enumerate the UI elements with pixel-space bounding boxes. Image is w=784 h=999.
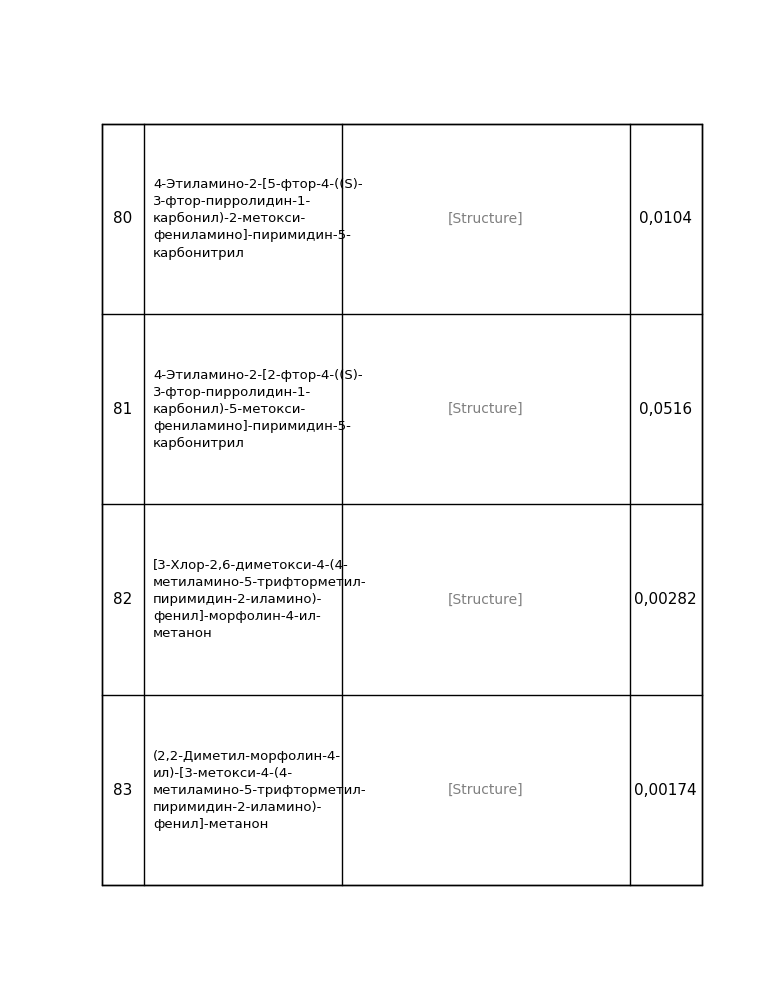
Text: 4-Этиламино-2-[5-фтор-4-((S)-
3-фтор-пирролидин-1-
карбонил)-2-метокси-
фенилами: 4-Этиламино-2-[5-фтор-4-((S)- 3-фтор-пир… <box>153 178 363 260</box>
Text: 81: 81 <box>113 402 132 417</box>
Text: 83: 83 <box>113 782 132 797</box>
Text: 0,00282: 0,00282 <box>634 592 697 607</box>
Text: [Structure]: [Structure] <box>448 783 524 797</box>
Text: [Structure]: [Structure] <box>448 212 524 226</box>
Text: 82: 82 <box>113 592 132 607</box>
Text: [Structure]: [Structure] <box>448 403 524 417</box>
Text: [Structure]: [Structure] <box>448 592 524 606</box>
Text: 0,0516: 0,0516 <box>639 402 692 417</box>
Text: 0,00174: 0,00174 <box>634 782 697 797</box>
Text: 80: 80 <box>113 212 132 227</box>
Text: (2,2-Диметил-морфолин-4-
ил)-[3-метокси-4-(4-
метиламино-5-трифторметил-
пиримид: (2,2-Диметил-морфолин-4- ил)-[3-метокси-… <box>153 749 367 830</box>
Text: 0,0104: 0,0104 <box>639 212 692 227</box>
Text: 4-Этиламино-2-[2-фтор-4-((S)-
3-фтор-пирролидин-1-
карбонил)-5-метокси-
фенилами: 4-Этиламино-2-[2-фтор-4-((S)- 3-фтор-пир… <box>153 369 363 450</box>
Text: [3-Хлор-2,6-диметокси-4-(4-
метиламино-5-трифторметил-
пиримидин-2-иламино)-
фен: [3-Хлор-2,6-диметокси-4-(4- метиламино-5… <box>153 559 367 640</box>
